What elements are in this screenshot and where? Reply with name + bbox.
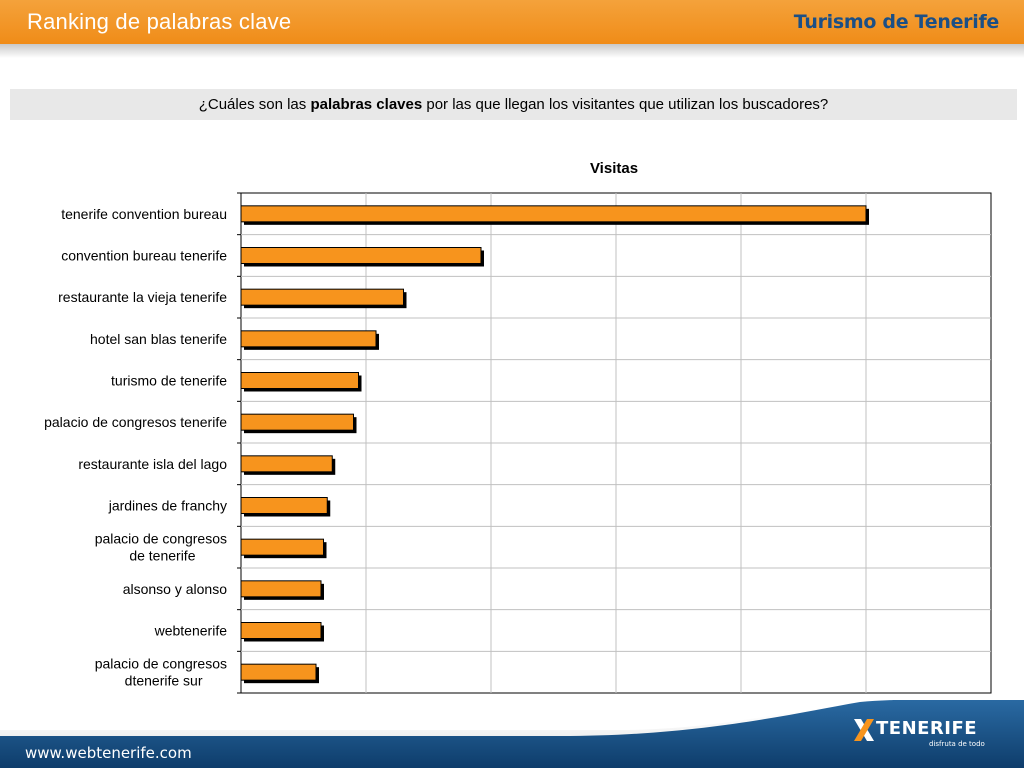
header-bar <box>0 0 1024 44</box>
category-label: restaurante la vieja tenerife <box>58 289 227 305</box>
category-label: palacio de congresos de tenerife <box>95 531 227 564</box>
question-bold: palabras claves <box>310 96 423 113</box>
category-label: webtenerife <box>154 623 228 639</box>
bar <box>240 663 317 681</box>
question-prefix: ¿Cuáles son las <box>198 96 311 113</box>
chart-title: Visitas <box>590 160 638 177</box>
bar <box>240 497 328 514</box>
question-band: ¿Cuáles son las palabras claves por las … <box>10 89 1017 120</box>
bar <box>240 247 482 264</box>
category-label: jardines de franchy <box>108 498 227 514</box>
tenerife-logo: TENERIFE disfruta de todo <box>852 715 992 755</box>
category-label: tenerife convention bureau <box>61 206 227 222</box>
bar <box>240 205 867 223</box>
bar <box>240 330 377 348</box>
bar <box>240 622 322 639</box>
bar <box>240 538 324 556</box>
category-label: palacio de congresos tenerife <box>44 414 227 430</box>
logo-word: TENERIFE <box>876 718 978 739</box>
footer-swoosh <box>0 700 1024 768</box>
footer-url[interactable]: www.webtenerife.com <box>25 744 192 762</box>
bar <box>240 455 333 473</box>
category-label: palacio de congresos dtenerife sur <box>95 656 227 689</box>
x-logo-icon <box>854 719 874 741</box>
bar <box>240 413 354 431</box>
bar <box>240 580 322 598</box>
header-shadow <box>0 44 1024 58</box>
bar <box>240 288 404 306</box>
question-text: ¿Cuáles son las palabras claves por las … <box>10 96 1017 113</box>
category-label: hotel san blas tenerife <box>90 331 227 347</box>
bar-chart: Visitas tenerife convention bureau convent… <box>44 160 992 694</box>
category-label: convention bureau tenerife <box>61 248 227 264</box>
brand-name: Turismo de Tenerife <box>793 11 1000 33</box>
logo-tagline: disfruta de todo <box>929 740 985 748</box>
question-suffix: por las que llegan los visitantes que ut… <box>422 96 829 113</box>
bar <box>240 372 359 389</box>
category-label: restaurante isla del lago <box>78 456 227 472</box>
category-label: alsonso y alonso <box>123 581 228 597</box>
slide-title: Ranking de palabras clave <box>27 9 292 34</box>
category-label: turismo de tenerife <box>111 373 227 389</box>
